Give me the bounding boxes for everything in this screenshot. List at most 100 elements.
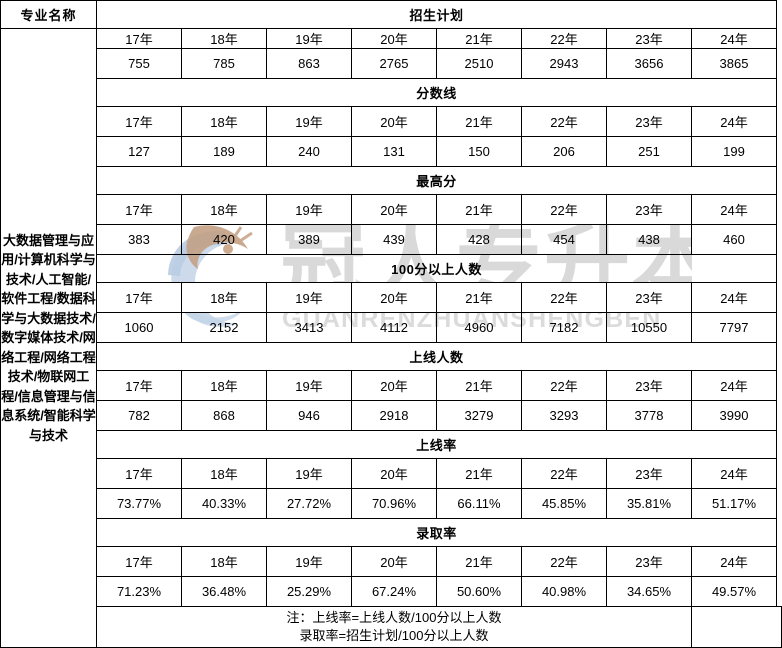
data-cell: 150	[436, 136, 522, 167]
section-title-1: 分数线	[95, 78, 778, 107]
year-label: 18年	[181, 194, 267, 225]
data-cell: 2943	[521, 48, 607, 79]
table-row: 分数线	[1, 78, 782, 107]
year-label: 19年	[266, 282, 352, 313]
data-cell: 383	[96, 224, 182, 255]
data-cell: 199	[690, 136, 778, 167]
section-title-0: 招生计划	[95, 0, 778, 29]
data-cell: 70.96%	[351, 488, 437, 519]
year-label: 21年	[436, 282, 522, 313]
data-cell: 3990	[690, 400, 778, 431]
data-cell: 73.77%	[96, 488, 182, 519]
data-cell: 7797	[690, 312, 778, 343]
data-cell: 785	[181, 48, 267, 79]
major-name-cell: 大数据管理与应用/计算机科学与技术/人工智能/软件工程/数据科学与大数据技术/数…	[0, 28, 97, 648]
table-row: 录取率	[1, 518, 782, 547]
year-label: 20年	[351, 458, 437, 489]
table-row: 71.23% 36.48% 25.29% 67.24% 50.60% 40.98…	[1, 576, 782, 607]
year-label: 22年	[521, 194, 607, 225]
year-label: 23年	[606, 106, 692, 137]
table-row: 17年 18年 19年 20年 21年 22年 23年 24年	[1, 458, 782, 489]
year-label: 20年	[351, 282, 437, 313]
year-label: 17年	[96, 370, 182, 401]
data-cell: 3293	[521, 400, 607, 431]
data-cell: 428	[436, 224, 522, 255]
table-row: 上线人数	[1, 342, 782, 371]
year-label: 23年	[606, 28, 692, 49]
data-cell: 51.17%	[690, 488, 778, 519]
data-cell: 420	[181, 224, 267, 255]
year-label: 24年	[690, 28, 778, 49]
year-label: 20年	[351, 194, 437, 225]
data-cell: 438	[606, 224, 692, 255]
data-cell: 131	[351, 136, 437, 167]
year-label: 23年	[606, 546, 692, 577]
table-row: 专业名称 招生计划	[0, 0, 782, 29]
year-label: 18年	[181, 458, 267, 489]
data-cell: 389	[266, 224, 352, 255]
year-label: 24年	[690, 370, 778, 401]
year-label: 20年	[351, 546, 437, 577]
data-cell: 3656	[606, 48, 692, 79]
year-label: 20年	[351, 106, 437, 137]
year-label: 18年	[181, 28, 267, 49]
year-label: 17年	[96, 106, 182, 137]
data-cell: 67.24%	[351, 576, 437, 607]
year-label: 22年	[521, 106, 607, 137]
data-cell: 3413	[266, 312, 352, 343]
table-row: 17年 18年 19年 20年 21年 22年 23年 24年	[1, 194, 782, 225]
table-row: 17年 18年 19年 20年 21年 22年 23年 24年	[1, 370, 782, 401]
section-title-4: 上线人数	[95, 342, 778, 371]
table-row: 73.77% 40.33% 27.72% 70.96% 66.11% 45.85…	[1, 488, 782, 519]
data-cell: 2918	[351, 400, 437, 431]
table-row: 100分以上人数	[1, 254, 782, 283]
year-label: 18年	[181, 546, 267, 577]
year-label: 24年	[690, 106, 778, 137]
data-cell: 40.33%	[181, 488, 267, 519]
year-label: 18年	[181, 370, 267, 401]
year-label: 17年	[96, 458, 182, 489]
data-cell: 3279	[436, 400, 522, 431]
data-cell: 946	[266, 400, 352, 431]
year-label: 21年	[436, 546, 522, 577]
table-row: 782 868 946 2918 3279 3293 3778 3990	[1, 400, 782, 431]
section-title-2: 最高分	[95, 166, 778, 195]
notes-spacer	[691, 606, 782, 648]
year-label: 19年	[266, 458, 352, 489]
year-label: 17年	[96, 28, 182, 49]
year-label: 23年	[606, 370, 692, 401]
year-label: 22年	[521, 546, 607, 577]
table-row: 大数据管理与应用/计算机科学与技术/人工智能/软件工程/数据科学与大数据技术/数…	[0, 28, 782, 648]
data-cell: 27.72%	[266, 488, 352, 519]
year-label: 17年	[96, 546, 182, 577]
data-cell: 206	[521, 136, 607, 167]
data-cell: 868	[181, 400, 267, 431]
table-row: 17年 18年 19年 20年 21年 22年 23年 24年	[1, 282, 782, 313]
data-cell: 2510	[436, 48, 522, 79]
year-label: 21年	[436, 370, 522, 401]
table-row: 最高分	[1, 166, 782, 195]
notes-text: 注：上线率=上线人数/100分以上人数 录取率=招生计划/100分以上人数	[96, 606, 692, 648]
data-cell: 4960	[436, 312, 522, 343]
data-cell: 127	[96, 136, 182, 167]
year-label: 23年	[606, 458, 692, 489]
data-cell: 2152	[181, 312, 267, 343]
major-name-header: 专业名称	[0, 0, 97, 29]
year-label: 21年	[436, 458, 522, 489]
year-label: 22年	[521, 458, 607, 489]
data-cell: 66.11%	[436, 488, 522, 519]
data-cell: 49.57%	[690, 576, 778, 607]
data-cell: 3865	[690, 48, 778, 79]
data-cell: 439	[351, 224, 437, 255]
year-label: 24年	[690, 282, 778, 313]
data-cell: 782	[96, 400, 182, 431]
section-title-6: 录取率	[95, 518, 778, 547]
data-cell: 10550	[606, 312, 692, 343]
year-label: 23年	[606, 194, 692, 225]
data-cell: 454	[521, 224, 607, 255]
section-title-3: 100分以上人数	[95, 254, 778, 283]
year-label: 19年	[266, 28, 352, 49]
data-cell: 50.60%	[436, 576, 522, 607]
data-cell: 3778	[606, 400, 692, 431]
